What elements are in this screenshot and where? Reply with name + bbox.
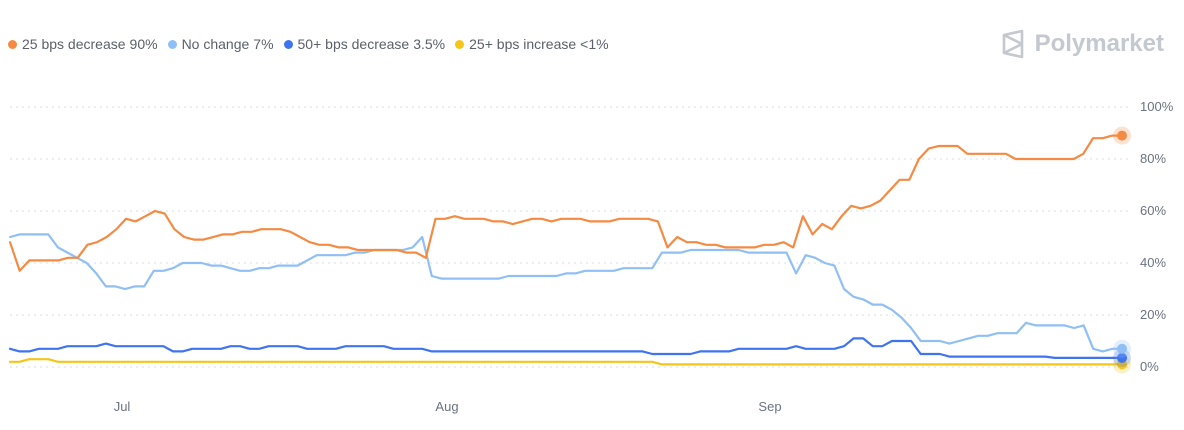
chart-legend: 25 bps decrease 90% No change 7% 50+ bps dec… xyxy=(8,36,619,52)
x-tick-label: Aug xyxy=(435,399,458,414)
series-line xyxy=(8,233,1124,353)
legend-item[interactable]: No change 7% xyxy=(167,36,274,52)
legend-value: <1% xyxy=(580,36,609,52)
legend-label: 25 bps decrease xyxy=(22,36,126,52)
legend-value: 7% xyxy=(253,36,274,52)
series-end-marker xyxy=(1117,130,1127,141)
series-end-marker xyxy=(1117,352,1127,363)
y-tick-label: 0% xyxy=(1140,359,1159,374)
legend-label: No change xyxy=(181,36,250,52)
legend-label: 25+ bps increase xyxy=(469,36,577,52)
y-tick-label: 100% xyxy=(1140,99,1174,114)
x-tick-label: Jul xyxy=(114,399,131,414)
series-line xyxy=(8,134,1124,272)
x-tick-label: Sep xyxy=(758,399,781,414)
legend-dot-icon xyxy=(455,39,465,49)
legend-label: 50+ bps decrease xyxy=(297,36,410,52)
y-tick-label: 80% xyxy=(1140,151,1166,166)
legend-item[interactable]: 50+ bps decrease 3.5% xyxy=(283,36,446,52)
brand-logo: Polymarket xyxy=(1001,30,1164,58)
y-tick-label: 60% xyxy=(1140,203,1166,218)
series-line xyxy=(8,337,1124,359)
brand-name: Polymarket xyxy=(1034,30,1164,57)
series-end-marker xyxy=(1117,343,1127,354)
y-tick-label: 20% xyxy=(1140,307,1166,322)
polymarket-logo-icon xyxy=(1002,30,1023,58)
legend-dot-icon xyxy=(283,39,293,49)
y-tick-label: 40% xyxy=(1140,255,1166,270)
series-line xyxy=(8,358,1124,366)
legend-dot-icon xyxy=(167,39,177,49)
legend-item[interactable]: 25 bps decrease 90% xyxy=(8,36,158,52)
legend-dot-icon xyxy=(8,39,17,49)
legend-item[interactable]: 25+ bps increase <1% xyxy=(455,36,609,52)
legend-value: 3.5% xyxy=(413,36,446,52)
legend-value: 90% xyxy=(129,36,158,52)
